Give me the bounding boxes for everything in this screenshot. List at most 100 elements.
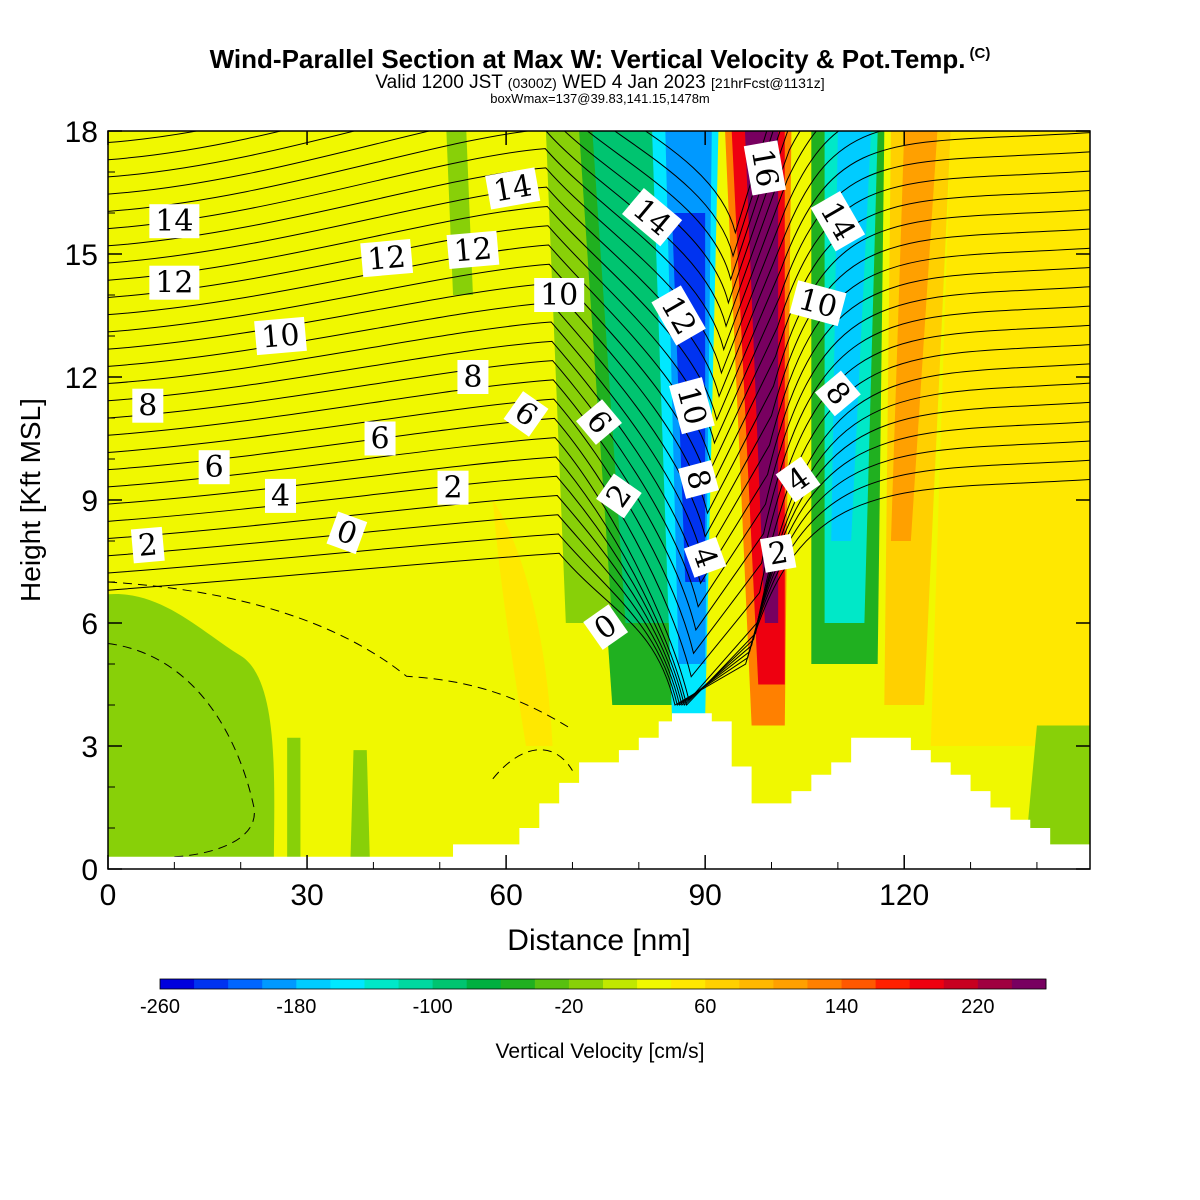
colorbar-swatch [568, 979, 604, 989]
label-value: 14 [155, 204, 193, 239]
theta-contour-label: 4 [683, 537, 727, 578]
label-box [149, 204, 200, 239]
label-box [743, 140, 786, 196]
colorbar-swatch [432, 979, 468, 989]
x-tick-label: 120 [879, 879, 929, 912]
x-axis-label: Distance [nm] [507, 924, 690, 957]
y-axis-label: Height [Kft MSL] [15, 398, 46, 602]
theta-contour-line [108, 189, 1090, 492]
x-tick-label: 60 [489, 879, 522, 912]
theta-contour-line [108, 305, 1090, 632]
chart-subtitle: Valid 1200 JST (0300Z) WED 4 Jan 2023 [2… [0, 73, 1200, 93]
x-tick-label: 0 [100, 879, 117, 912]
theta-contour-label: 10 [254, 316, 307, 356]
colorbar-swatch [977, 979, 1013, 989]
theta-contour-label: 2 [759, 533, 797, 573]
label-box [130, 526, 165, 564]
colorbar-tick-label: 220 [961, 996, 994, 1018]
label-box [622, 188, 683, 247]
theta-contour-label: 16 [743, 140, 786, 196]
label-box [265, 478, 297, 513]
y-tick-label: 3 [81, 731, 98, 764]
theta-contour-label: 6 [364, 421, 396, 457]
y-tick-label: 6 [81, 608, 98, 641]
theta-contour-line [108, 382, 1090, 707]
colorbar-swatch [364, 979, 400, 989]
colorbar-swatch [262, 979, 297, 989]
colorbar-swatch [228, 979, 263, 989]
copyright-mark: (C) [969, 45, 991, 63]
terrain-mask [108, 713, 1090, 869]
velocity-band-weak-east [930, 131, 1090, 746]
theta-contour-line [108, 459, 1090, 706]
colorbar-swatch [943, 979, 979, 989]
label-box [457, 360, 489, 394]
theta-contour-line [108, 401, 1090, 706]
label-box [678, 460, 719, 499]
theta-contour-line [108, 344, 1090, 678]
colorbar-swatch [603, 979, 638, 989]
subtitle-zulu: (0300Z) [507, 75, 557, 91]
label-box [437, 470, 469, 505]
colorbar-swatch [500, 979, 536, 989]
colorbar-swatch [807, 979, 843, 989]
colorbar-swatch [1011, 979, 1047, 989]
label-box [651, 285, 706, 346]
chart-title-text: Wind-Parallel Section at Max W: Vertical… [209, 44, 966, 74]
theta-contour-label: 12 [446, 230, 500, 270]
colorbar-swatch [705, 979, 740, 989]
theta-contour-line [108, 209, 1090, 515]
colorbar-swatch [534, 979, 570, 989]
label-value: 6 [370, 422, 389, 457]
colorbar-label: Vertical Velocity [cm/s] [496, 1040, 705, 1063]
theta-contour-label: 4 [265, 478, 297, 514]
colorbar-swatch [466, 979, 502, 989]
colorbar-swatch [160, 979, 195, 989]
theta-contour-label: 10 [534, 278, 585, 313]
theta-contour-label: 8 [678, 460, 719, 499]
label-box [446, 230, 500, 270]
colorbar-tick-label: -180 [276, 996, 316, 1018]
y-tick-label: 18 [65, 116, 98, 149]
colorbar-swatch [909, 979, 945, 989]
subtitle-date: WED 4 Jan 2023 [562, 72, 706, 93]
subtitle-forecast: [21hrFcst@1131z] [711, 75, 825, 91]
colorbar-swatch [671, 979, 706, 989]
colorbar-frame [159, 978, 1047, 990]
theta-contour-line [108, 131, 840, 375]
theta-contour-line [108, 286, 1090, 608]
label-box [576, 399, 622, 445]
theta-contour-label: 0 [326, 511, 368, 555]
velocity-band-purple [744, 131, 779, 623]
label-box [132, 388, 164, 423]
colorbar-swatch [296, 979, 331, 989]
x-axis: 0 30 60 90 120 [100, 131, 1038, 912]
chart-title: Wind-Parallel Section at Max W: Vertical… [0, 44, 1200, 75]
theta-contour-label: 12 [149, 265, 200, 301]
theta-contour-line [108, 267, 1090, 585]
velocity-streak [287, 737, 301, 869]
colorbar-tick-label: -100 [413, 996, 453, 1018]
y-tick-label: 0 [81, 854, 98, 887]
label-box [596, 473, 642, 519]
label-value: 8 [138, 389, 157, 424]
label-box [583, 604, 629, 650]
x-tick-label: 90 [688, 879, 721, 912]
theta-contour-line [108, 131, 818, 352]
label-value: 10 [540, 278, 578, 313]
theta-contour-label: 8 [132, 388, 164, 424]
y-axis: 0 3 6 9 12 15 18 [65, 116, 1090, 887]
colorbar-tick-label: -260 [140, 996, 180, 1018]
theta-contour-dashed [108, 643, 255, 858]
colorbar-swatch [398, 979, 434, 989]
colorbar-tick-label: 60 [694, 996, 716, 1018]
label-box [759, 533, 797, 573]
velocity-region-orange-weak [492, 500, 553, 746]
colorbar-swatch [739, 979, 774, 989]
colorbar: -260 -180 -100 -20 60 140 220 Vertical Velocity… [140, 978, 1047, 1063]
colorbar-swatch [841, 979, 877, 989]
theta-contours-dashed [108, 581, 573, 858]
label-box [775, 456, 821, 503]
